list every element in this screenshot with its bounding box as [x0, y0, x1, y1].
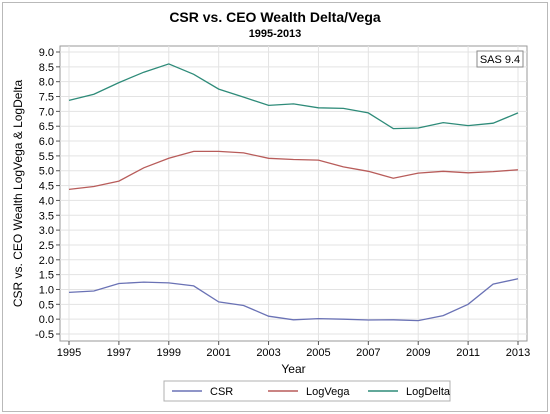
y-tick-label: 3.5	[39, 210, 54, 222]
y-tick-label: 2.5	[39, 240, 54, 252]
note-text: SAS 9.4	[480, 54, 520, 66]
y-tick-label: 7.5	[39, 92, 54, 104]
x-tick-label: 2005	[306, 347, 330, 359]
y-tick-label: -0.5	[35, 329, 54, 341]
x-tick-label: 2007	[356, 347, 380, 359]
x-tick-label: 1999	[157, 347, 181, 359]
plot-area	[59, 45, 528, 342]
series-line-csr	[68, 278, 519, 322]
chart-subtitle: 1995-2013	[248, 28, 302, 40]
legend-box	[163, 380, 451, 402]
x-tick-label: 2013	[506, 347, 530, 359]
y-tick-label: 1.5	[39, 270, 54, 282]
y-tick-label: 3.0	[39, 225, 54, 237]
series-line-logvega	[68, 150, 519, 191]
y-tick-label: 6.5	[39, 121, 54, 133]
x-tick-label: 2003	[256, 347, 280, 359]
y-tick-label: 5.5	[39, 151, 54, 163]
y-tick-label: 9.0	[39, 47, 54, 59]
y-tick-label: 4.5	[39, 181, 54, 193]
y-tick-label: 6.0	[39, 136, 54, 148]
note-box	[476, 50, 524, 68]
y-tick-label: 8.5	[39, 62, 54, 74]
legend-label-logdelta: LogDelta	[406, 386, 451, 398]
x-tick-label: 1995	[57, 347, 81, 359]
y-tick-label: 7.0	[39, 106, 54, 118]
series-line-logdelta	[68, 63, 519, 130]
y-tick-label: 5.0	[39, 166, 54, 178]
y-tick-label: 0.0	[39, 314, 54, 326]
x-tick-label: 1997	[107, 347, 131, 359]
legend-label-csr: CSR	[210, 386, 233, 398]
y-tick-label: 8.0	[39, 77, 54, 89]
x-tick-label: 2001	[206, 347, 230, 359]
y-tick-label: 2.0	[39, 255, 54, 267]
y-tick-label: 4.0	[39, 195, 54, 207]
y-tick-label: 1.0	[39, 284, 54, 296]
x-tick-label: 2011	[456, 347, 480, 359]
x-axis-label: Year	[281, 362, 305, 376]
legend-label-logvega: LogVega	[306, 386, 350, 398]
chart-title: CSR vs. CEO Wealth Delta/Vega	[169, 9, 381, 25]
x-tick-label: 2009	[406, 347, 430, 359]
y-axis-label: CSR vs. CEO Wealth LogVega & LogDelta	[11, 80, 25, 308]
y-tick-label: 0.5	[39, 299, 54, 311]
